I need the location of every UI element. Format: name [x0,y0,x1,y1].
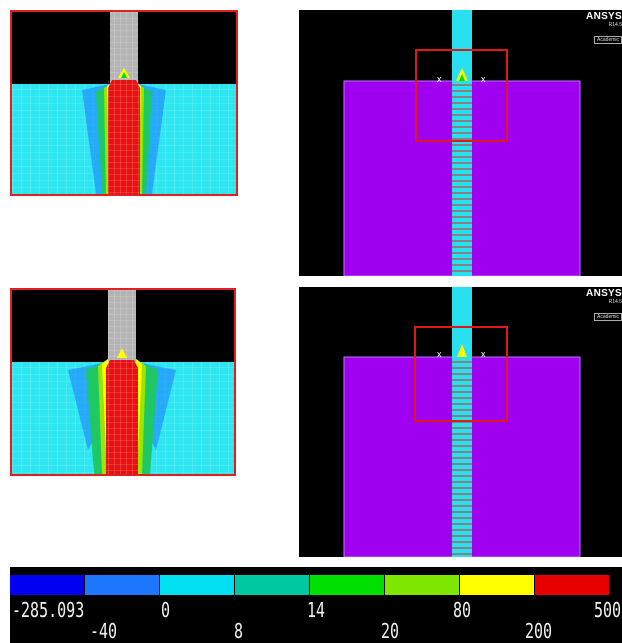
legend-label-max: 500 [594,598,622,623]
model-plot-bottom: x x [343,287,581,557]
svg-text:x: x [437,349,442,359]
legend-label: 8 [234,619,244,643]
model-view-bottom: x x ANSYS R14.5 Academic [299,287,622,557]
version-label: R14.5 [608,299,622,305]
version-label: R14.5 [608,22,622,28]
license-label: Academic [594,36,622,44]
svg-text:x: x [481,349,486,359]
legend-swatch [235,575,310,595]
legend-swatch [535,575,610,595]
zoom-contour-plot-top [12,12,236,194]
legend-label: 200 [525,619,553,643]
legend-label: 80 [453,598,472,623]
legend-label: 14 [307,598,326,623]
legend-label: -40 [90,619,118,643]
legend-label-min: -285.093 [12,598,85,623]
contour-color-legend: -285.093 0 14 80 500 -40 8 20 200 [10,567,622,643]
svg-text:x: x [437,74,442,84]
model-view-top: x x ANSYS R14.5 Academic [299,10,622,276]
legend-swatch [310,575,385,595]
ansys-logo: ANSYS R14.5 Academic [586,289,622,323]
brand-name: ANSYS [586,288,622,299]
zoom-region-box [415,49,508,142]
model-plot-top: x x [343,10,581,276]
zoom-contour-plot-bottom [12,290,234,474]
ansys-logo: ANSYS R14.5 Academic [586,12,622,46]
legend-swatch [460,575,535,595]
legend-swatch [160,575,235,595]
legend-swatch [85,575,160,595]
zoom-region-box [414,326,508,422]
license-label: Academic [594,313,622,321]
legend-color-bar [10,575,610,595]
legend-label: 20 [381,619,400,643]
zoom-detail-top [10,10,238,196]
svg-text:x: x [481,74,486,84]
legend-label: 0 [161,598,171,623]
legend-swatch [10,575,85,595]
zoom-detail-bottom [10,288,236,476]
legend-swatch [385,575,460,595]
brand-name: ANSYS [586,11,622,22]
